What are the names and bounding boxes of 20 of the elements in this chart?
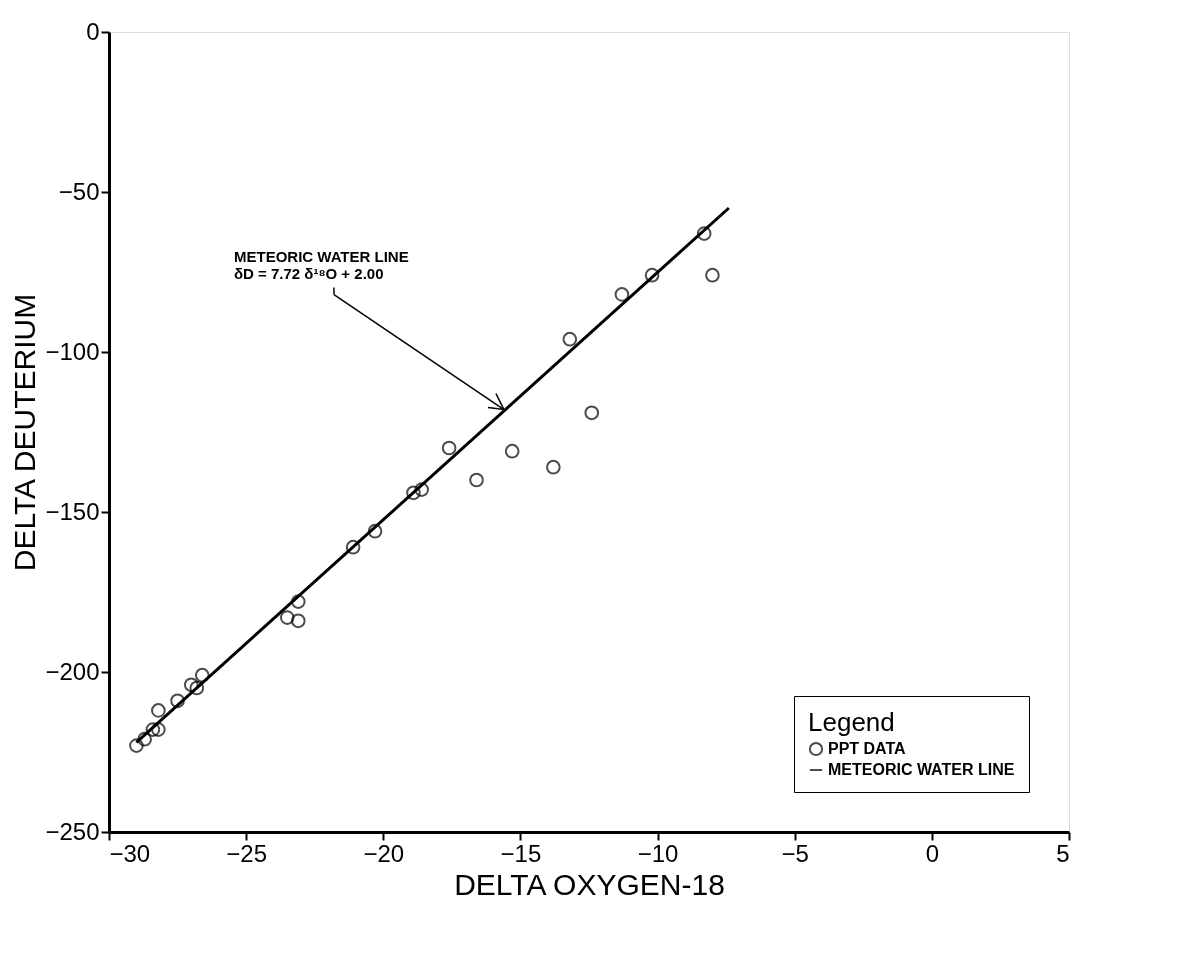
y-tick-label: 0	[86, 17, 100, 45]
x-tick-label: −10	[637, 839, 679, 867]
y-axis-title: DELTA DEUTERIUM	[8, 293, 42, 572]
x-tick-label: 0	[925, 839, 940, 867]
y-tick-label: −250	[45, 817, 100, 845]
x-tick-label: −25	[226, 839, 267, 867]
x-tick-label: −30	[109, 839, 151, 867]
y-tick-label: −150	[45, 497, 100, 525]
x-tick-label: −5	[781, 839, 809, 867]
x-axis-title: DELTA OXYGEN-18	[454, 867, 725, 901]
annotation: METEORIC WATER LINE δD = 7.72 δ¹⁸O + 2.00	[233, 247, 409, 282]
x-tick-label: −15	[500, 839, 542, 867]
x-tick-label: 5	[1056, 839, 1070, 867]
legend-label: METEORIC WATER LINE	[828, 761, 1015, 778]
y-tick-label: −100	[45, 337, 100, 365]
y-tick-label: −50	[58, 177, 100, 205]
x-tick-label: −20	[363, 839, 405, 867]
legend-title: Legend	[808, 707, 895, 737]
legend-label: PPT DATA	[828, 740, 907, 757]
y-tick-label: −200	[45, 657, 100, 685]
